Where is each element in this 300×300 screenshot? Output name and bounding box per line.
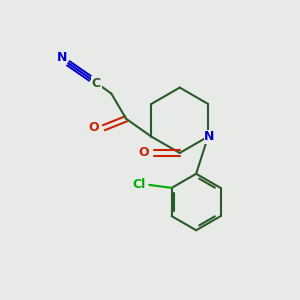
Text: O: O [139,146,149,160]
Text: C: C [92,76,101,90]
Text: N: N [56,51,67,64]
Text: N: N [204,130,215,143]
Text: O: O [88,121,99,134]
Text: Cl: Cl [132,178,146,191]
